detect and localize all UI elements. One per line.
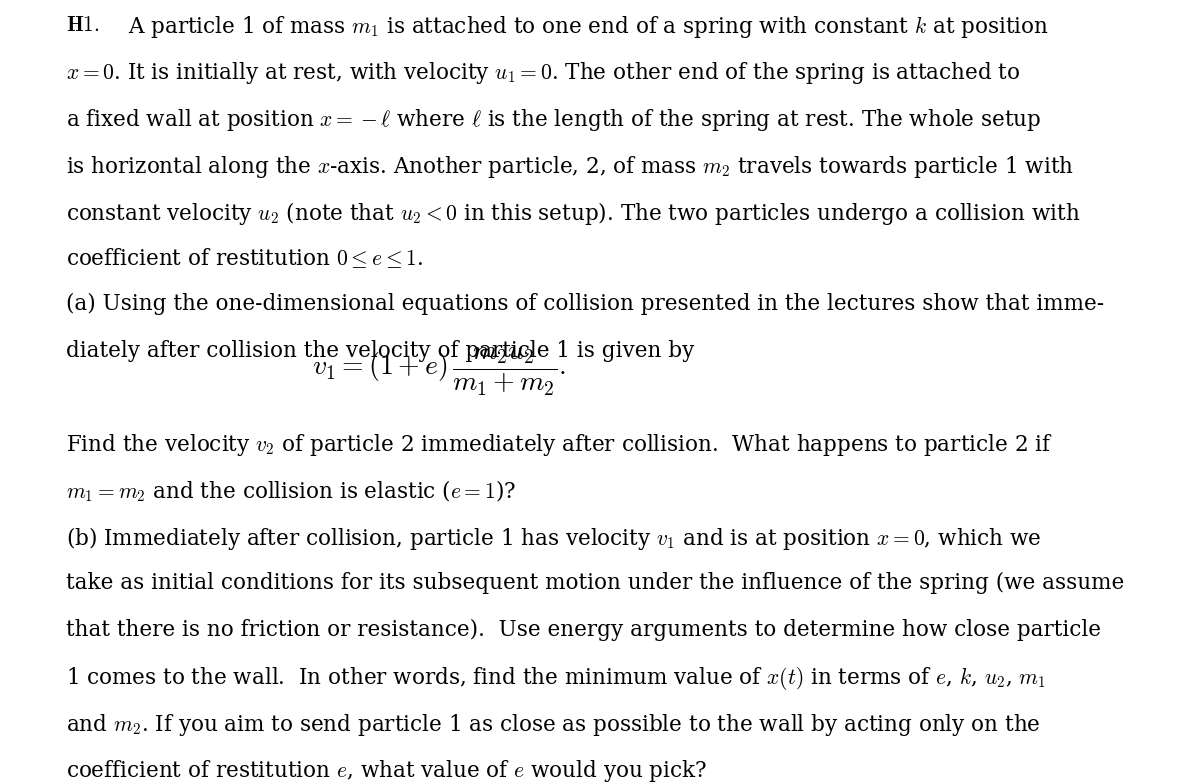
Text: $x=0$. It is initially at rest, with velocity $u_1 = 0$. The other end of the sp: $x=0$. It is initially at rest, with vel… bbox=[66, 60, 1020, 86]
Text: that there is no friction or resistance).  Use energy arguments to determine how: that there is no friction or resistance)… bbox=[66, 619, 1102, 641]
Text: $v_1 = (1+e)\,\dfrac{m_2 u_2}{m_1+m_2}.$: $v_1 = (1+e)\,\dfrac{m_2 u_2}{m_1+m_2}.$ bbox=[312, 346, 566, 398]
Text: Find the velocity $v_2$ of particle 2 immediately after collision.  What happens: Find the velocity $v_2$ of particle 2 im… bbox=[66, 433, 1052, 459]
Text: coefficient of restitution $0 \leq e \leq 1$.: coefficient of restitution $0 \leq e \le… bbox=[66, 246, 424, 270]
Text: take as initial conditions for its subsequent motion under the influence of the : take as initial conditions for its subse… bbox=[66, 572, 1124, 594]
Text: (b) Immediately after collision, particle 1 has velocity $v_1$ and is at positio: (b) Immediately after collision, particl… bbox=[66, 525, 1042, 553]
Text: is horizontal along the $x$-axis. Another particle, 2, of mass $m_2$ travels tow: is horizontal along the $x$-axis. Anothe… bbox=[66, 154, 1074, 180]
Text: diately after collision the velocity of particle 1 is given by: diately after collision the velocity of … bbox=[66, 339, 695, 361]
Text: constant velocity $u_2$ (note that $u_2 < 0$ in this setup). The two particles u: constant velocity $u_2$ (note that $u_2 … bbox=[66, 200, 1080, 227]
Text: $\bf{H1.}$: $\bf{H1.}$ bbox=[66, 14, 100, 36]
Text: 1 comes to the wall.  In other words, find the minimum value of $x(t)$ in terms : 1 comes to the wall. In other words, fin… bbox=[66, 665, 1046, 692]
Text: (a) Using the one-dimensional equations of collision presented in the lectures s: (a) Using the one-dimensional equations … bbox=[66, 293, 1104, 315]
Text: $m_1 = m_2$ and the collision is elastic ($e = 1$)?: $m_1 = m_2$ and the collision is elastic… bbox=[66, 479, 516, 504]
Text: a fixed wall at position $x = -\ell$ where $\ell$ is the length of the spring at: a fixed wall at position $x = -\ell$ whe… bbox=[66, 107, 1042, 133]
Text: A particle 1 of mass $m_1$ is attached to one end of a spring with constant $k$ : A particle 1 of mass $m_1$ is attached t… bbox=[128, 14, 1049, 40]
Text: and $m_2$. If you aim to send particle 1 as close as possible to the wall by act: and $m_2$. If you aim to send particle 1… bbox=[66, 712, 1040, 738]
Text: coefficient of restitution $e$, what value of $e$ would you pick?: coefficient of restitution $e$, what val… bbox=[66, 758, 707, 784]
